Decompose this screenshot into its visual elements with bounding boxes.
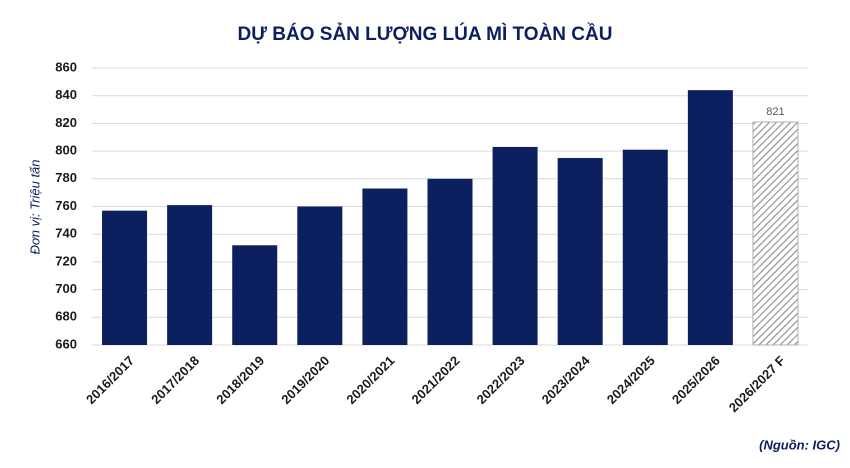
y-tick-label: 840 [55,87,77,102]
x-tick-label: 2022/2023 [474,353,528,407]
x-tick-label: 2017/2018 [148,353,202,407]
x-tick-label: 2020/2021 [343,353,397,407]
bar [102,210,148,345]
source-note: (Nguồn: IGC) [759,437,840,452]
x-tick-label: 2026/2027 F [726,353,788,415]
y-tick-label: 740 [55,226,77,241]
bar [167,205,213,345]
y-tick-label: 820 [55,115,77,130]
bar [297,206,343,345]
bar [557,158,603,345]
x-tick-label: 2025/2026 [669,353,723,407]
y-tick-label: 760 [55,198,77,213]
x-tick-label: 2024/2025 [604,353,658,407]
y-tick-label: 680 [55,309,77,324]
y-tick-label: 780 [55,170,77,185]
y-tick-label: 800 [55,143,77,158]
y-tick-label: 660 [55,336,77,351]
x-tick-label: 2018/2019 [213,353,267,407]
bar [232,245,278,345]
bar [362,188,408,345]
x-tick-label: 2023/2024 [539,352,594,407]
bar [427,178,473,345]
y-tick-label: 720 [55,253,77,268]
y-tick-label: 860 [55,59,77,74]
x-tick-label: 2019/2020 [278,353,332,407]
data-label: 821 [766,106,784,118]
bar [622,149,668,345]
x-tick-label: 2016/2017 [83,353,137,407]
bar [492,146,538,345]
y-axis-label: Đơn vị: Triệu tấn [27,159,42,254]
bar [752,121,799,346]
y-tick-label: 700 [55,281,77,296]
x-tick-label: 2021/2022 [408,353,462,407]
bar [687,90,733,345]
chart-title: DỰ BÁO SẢN LƯỢNG LÚA MÌ TOÀN CẦU [238,23,613,45]
